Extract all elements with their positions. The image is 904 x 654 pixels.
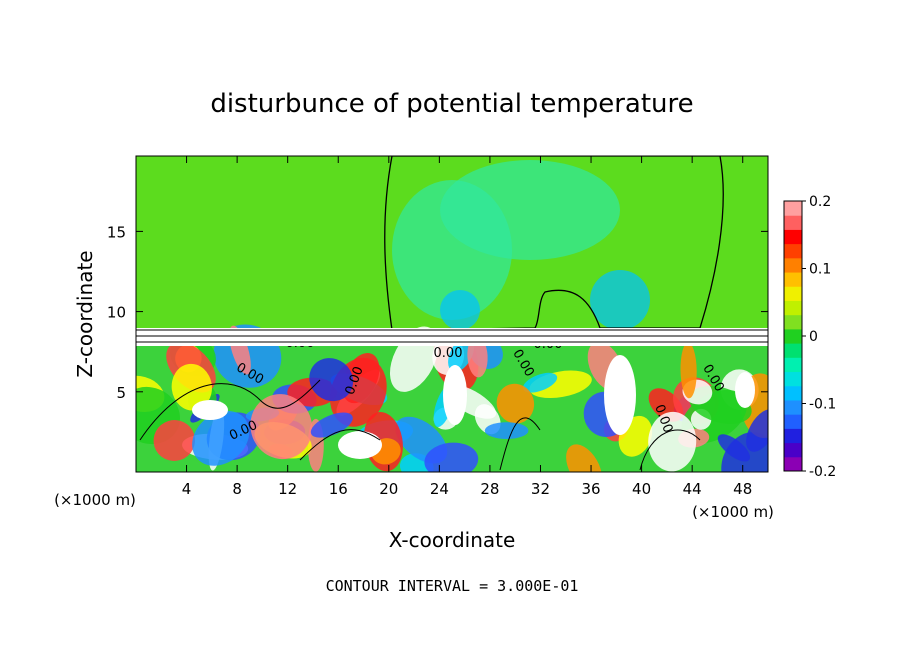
- upper-plume: [440, 290, 480, 330]
- x-tick-label: 28: [480, 480, 499, 498]
- eddy-core: [443, 365, 467, 425]
- field-patch: [171, 363, 212, 411]
- colorbar-tick-label: 0: [809, 329, 818, 345]
- upper-plume: [440, 160, 620, 260]
- x-tick-label: 8: [232, 480, 242, 498]
- eddy-core: [338, 431, 382, 459]
- y-tick-label: 10: [107, 304, 126, 322]
- field-patch: [192, 410, 250, 466]
- field-patch: [717, 434, 751, 462]
- y-axis-label: Z-coordinate: [73, 250, 97, 377]
- colorbar-swatch: [784, 215, 802, 230]
- colorbar-swatch: [784, 257, 802, 273]
- colorbar-swatch: [784, 243, 802, 259]
- field-patch: [250, 394, 313, 460]
- colorbar-swatch: [784, 428, 802, 444]
- y-axis: 5 10 15: [107, 223, 768, 402]
- x-tick-label: 40: [632, 480, 651, 498]
- field-patch: [496, 383, 535, 424]
- colorbar-tick-label: 0.2: [809, 194, 831, 210]
- colorbar-swatch: [784, 442, 802, 458]
- plot-area: 0.000.000.000.000.000.000.000.000.000.00: [136, 156, 768, 472]
- colorbar-swatch: [784, 229, 802, 245]
- colorbar-swatch: [784, 201, 802, 216]
- colorbar-tick-label: -0.1: [809, 397, 836, 413]
- field-patch: [424, 442, 479, 472]
- colorbar-tick-label: -0.2: [809, 464, 836, 480]
- field-patch: [648, 411, 697, 472]
- field-patch: [153, 420, 196, 461]
- colorbar: [783, 200, 803, 472]
- field-patch: [484, 422, 529, 439]
- x-axis-unit-left: (×1000 m): [54, 491, 136, 509]
- contour-label: 0.00: [434, 346, 463, 361]
- colorbar-ticks: 0.2 0.1 0 -0.1 -0.2: [802, 194, 836, 480]
- field-patch: [522, 372, 558, 393]
- field-patch: [746, 409, 768, 452]
- colorbar-swatch: [784, 414, 802, 429]
- x-tick-label: 44: [683, 480, 702, 498]
- x-axis-label: X-coordinate: [389, 528, 516, 552]
- colorbar-tick-label: 0.1: [809, 262, 831, 278]
- x-tick-label: 12: [278, 480, 297, 498]
- contour-interval-note: CONTOUR INTERVAL = 3.000E-01: [326, 577, 579, 595]
- eddy-contour: [139, 379, 701, 471]
- colorbar-swatch: [784, 357, 802, 373]
- colorbar-swatch: [784, 371, 802, 387]
- x-tick-label: 20: [379, 480, 398, 498]
- field-patch: [309, 358, 354, 402]
- eddy-core: [604, 355, 636, 435]
- x-axis: 4 8 12 16 20 24 28 32 36 40 44 48: [182, 156, 752, 498]
- field-patch: [680, 342, 697, 399]
- colorbar-swatch: [784, 272, 802, 287]
- upper-plume: [590, 270, 650, 330]
- colorbar-swatch: [784, 399, 802, 415]
- colorbar-swatch: [784, 328, 802, 344]
- field-patch: [566, 444, 602, 472]
- colorbar-swatch: [784, 314, 802, 330]
- colorbar-swatch: [784, 343, 802, 358]
- x-tick-label: 32: [531, 480, 550, 498]
- eddy-core: [735, 372, 755, 408]
- x-tick-label: 4: [182, 480, 192, 498]
- y-tick-label: 5: [116, 384, 126, 402]
- eddy-core: [192, 400, 228, 420]
- x-tick-label: 16: [329, 480, 348, 498]
- x-tick-label: 36: [581, 480, 600, 498]
- colorbar-swatch: [784, 385, 802, 401]
- x-tick-label: 48: [733, 480, 752, 498]
- colorbar-swatch: [784, 286, 802, 301]
- field-patch: [310, 412, 353, 438]
- inversion-contour: [136, 329, 768, 343]
- x-axis-unit-right: (×1000 m): [692, 503, 774, 521]
- chart-title: disturbunce of potential temperature: [210, 89, 693, 119]
- plot-frame: [135, 155, 769, 473]
- colorbar-swatch: [784, 300, 802, 316]
- plume-contour: [384, 156, 724, 331]
- x-tick-label: 24: [430, 480, 449, 498]
- y-tick-label: 15: [107, 223, 126, 241]
- colorbar-swatch: [784, 456, 802, 472]
- masked-layer: [136, 328, 768, 346]
